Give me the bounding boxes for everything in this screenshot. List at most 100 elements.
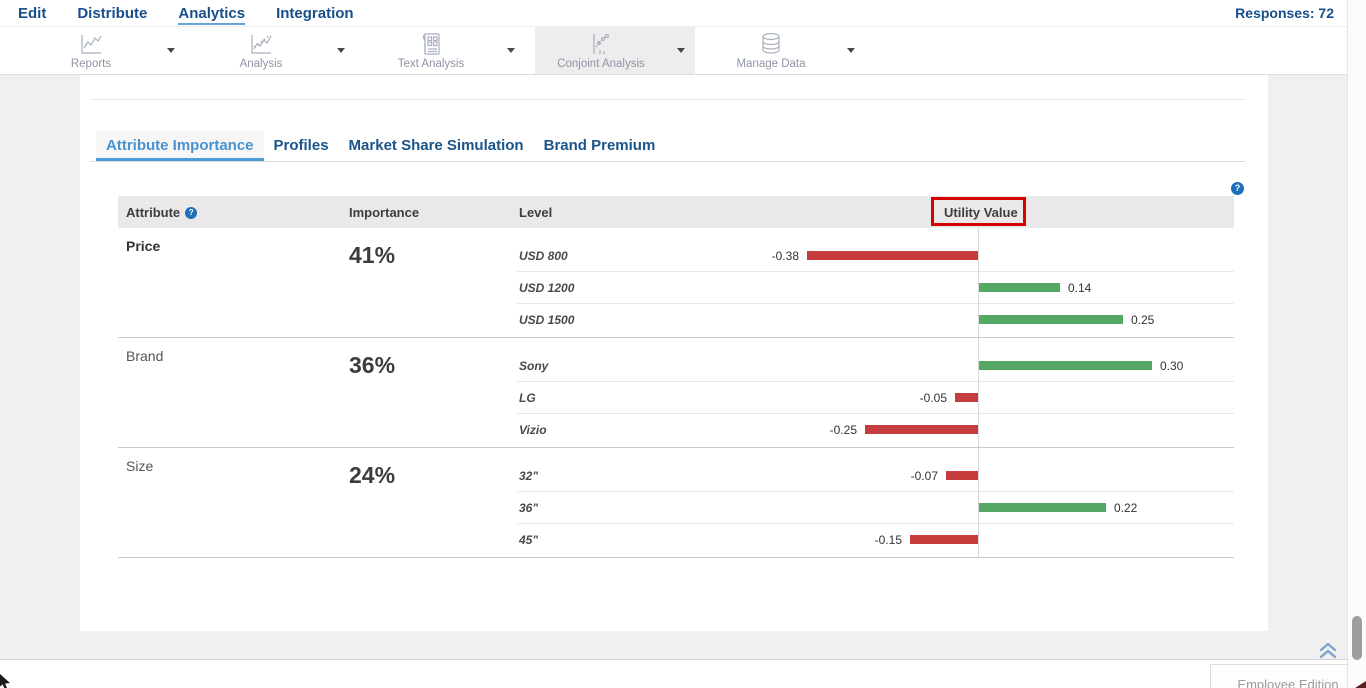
- utility-value-label: -0.15: [874, 533, 902, 547]
- nav-item-label: Integration: [276, 4, 354, 22]
- document-grid-icon: [418, 31, 444, 57]
- row-separator: [517, 491, 1234, 492]
- caret-down-icon: [677, 48, 685, 53]
- toolbar-item-label: Analysis: [239, 58, 283, 70]
- manage-data-dropdown-caret[interactable]: [837, 27, 865, 74]
- manage-data-button[interactable]: Manage Data: [705, 27, 837, 74]
- analysis-dropdown-caret[interactable]: [327, 27, 355, 74]
- positive-utility-bar: [979, 283, 1060, 292]
- attribute-name: Price: [126, 238, 161, 254]
- level-label: USD 1200: [519, 281, 575, 295]
- tab-attribute-importance[interactable]: Attribute Importance: [96, 131, 264, 161]
- attribute-importance-table: Attribute ? Importance Level Utility Val…: [118, 196, 1234, 558]
- level-row: Vizio -0.25: [118, 414, 1234, 446]
- corner-widget-edge: [1355, 681, 1366, 688]
- tabs-divider: [90, 161, 1245, 162]
- level-label: USD 800: [519, 249, 568, 263]
- attribute-group: Size 24% 32" -0.07 36" 0.22 45" -0.15: [118, 448, 1234, 558]
- conjoint-analysis-panel: Attribute Importance Profiles Market Sha…: [80, 75, 1268, 631]
- toolbar-item-label: Conjoint Analysis: [557, 58, 645, 70]
- row-separator: [517, 303, 1234, 304]
- reports-dropdown-caret[interactable]: [157, 27, 185, 74]
- tab-brand-premium[interactable]: Brand Premium: [543, 137, 656, 154]
- header-label: Attribute: [126, 205, 181, 220]
- level-label: Sony: [519, 359, 549, 373]
- level-row: USD 1200 0.14: [118, 272, 1234, 304]
- conjoint-analysis-dropdown-caret[interactable]: [667, 27, 695, 74]
- nav-item-integration[interactable]: Integration: [276, 5, 354, 22]
- utility-value-label: 0.30: [1160, 359, 1184, 373]
- level-row: USD 1500 0.25: [118, 304, 1234, 336]
- nav-item-edit[interactable]: Edit: [18, 5, 46, 22]
- footer-bar: [0, 659, 1347, 688]
- conjoint-tabs: Attribute Importance Profiles Market Sha…: [96, 131, 665, 161]
- level-row: LG -0.05: [118, 382, 1234, 414]
- caret-down-icon: [847, 48, 855, 53]
- attribute-table-body: Price 41% USD 800 -0.38 USD 1200 0.14 USD 1500…: [118, 228, 1234, 558]
- utility-value-label: 0.22: [1114, 501, 1138, 515]
- toolbar-group-analysis: Analysis: [195, 27, 355, 74]
- negative-utility-bar: [955, 393, 978, 402]
- conjoint-analysis-button[interactable]: Conjoint Analysis: [535, 27, 667, 74]
- row-separator: [517, 523, 1234, 524]
- utility-value-label: -0.07: [910, 469, 938, 483]
- double-chevron-up-icon: [1319, 642, 1337, 659]
- caret-down-icon: [167, 48, 175, 53]
- edition-badge[interactable]: Employee Edition: [1210, 664, 1366, 688]
- reports-button[interactable]: Reports: [25, 27, 157, 74]
- negative-utility-bar: [910, 535, 978, 544]
- mouse-cursor: [0, 674, 12, 688]
- nav-item-label: Edit: [18, 4, 47, 22]
- back-to-top-button[interactable]: [1317, 640, 1339, 660]
- trend-chart-icon: [248, 31, 274, 57]
- nav-item-distribute[interactable]: Distribute: [77, 5, 147, 22]
- help-icon[interactable]: ?: [185, 206, 198, 219]
- analytics-toolbar: Reports Analysis Text Analysis Conjoint …: [0, 27, 1366, 75]
- toolbar-item-label: Reports: [70, 58, 112, 70]
- table-header-row: Attribute ? Importance Level Utility Val…: [118, 196, 1234, 228]
- level-row: Sony 0.30: [118, 350, 1234, 382]
- help-icon[interactable]: ?: [1231, 181, 1244, 195]
- positive-utility-bar: [979, 503, 1106, 512]
- utility-value-label: 0.25: [1131, 313, 1155, 327]
- row-separator: [517, 271, 1234, 272]
- scrollbar-thumb[interactable]: [1352, 616, 1362, 660]
- level-row: 32" -0.07: [118, 460, 1234, 492]
- utility-value-label: -0.05: [919, 391, 947, 405]
- database-icon: [758, 31, 784, 57]
- text-analysis-button[interactable]: Text Analysis: [365, 27, 497, 74]
- text-analysis-dropdown-caret[interactable]: [497, 27, 525, 74]
- utility-value-label: -0.38: [771, 249, 799, 263]
- attribute-group: Brand 36% Sony 0.30 LG -0.05 Vizio -0.25: [118, 338, 1234, 448]
- level-row: 45" -0.15: [118, 524, 1234, 556]
- level-row: 36" 0.22: [118, 492, 1234, 524]
- responses-count: Responses: 72: [1235, 5, 1334, 21]
- caret-down-icon: [337, 48, 345, 53]
- level-label: 36": [519, 501, 539, 515]
- positive-utility-bar: [979, 315, 1123, 324]
- zero-axis-line: [978, 338, 979, 447]
- attribute-name: Brand: [126, 348, 164, 364]
- utility-value-column-header: Utility Value: [944, 205, 1018, 220]
- toolbar-group-text-analysis: Text Analysis: [365, 27, 525, 74]
- level-column-header: Level: [519, 205, 553, 220]
- row-separator: [517, 413, 1234, 414]
- level-label: Vizio: [519, 423, 547, 437]
- utility-value-label: 0.14: [1068, 281, 1092, 295]
- toolbar-group-manage-data: Manage Data: [705, 27, 865, 74]
- importance-value: 36%: [349, 352, 396, 378]
- level-label: 45": [519, 533, 539, 547]
- attribute-column-header: Attribute ?: [126, 205, 198, 220]
- top-nav: Edit Distribute Analytics Integration Re…: [0, 0, 1366, 27]
- panel-top-divider: [90, 99, 1245, 100]
- scrollbar-track[interactable]: [1347, 0, 1366, 688]
- tab-profiles[interactable]: Profiles: [273, 137, 329, 154]
- importance-value: 24%: [349, 462, 396, 488]
- importance-column-header: Importance: [349, 205, 420, 220]
- negative-utility-bar: [807, 251, 978, 260]
- row-separator: [517, 381, 1234, 382]
- level-row: USD 800 -0.38: [118, 240, 1234, 272]
- nav-item-analytics[interactable]: Analytics: [178, 4, 246, 25]
- analysis-button[interactable]: Analysis: [195, 27, 327, 74]
- tab-market-share-simulation[interactable]: Market Share Simulation: [348, 137, 524, 154]
